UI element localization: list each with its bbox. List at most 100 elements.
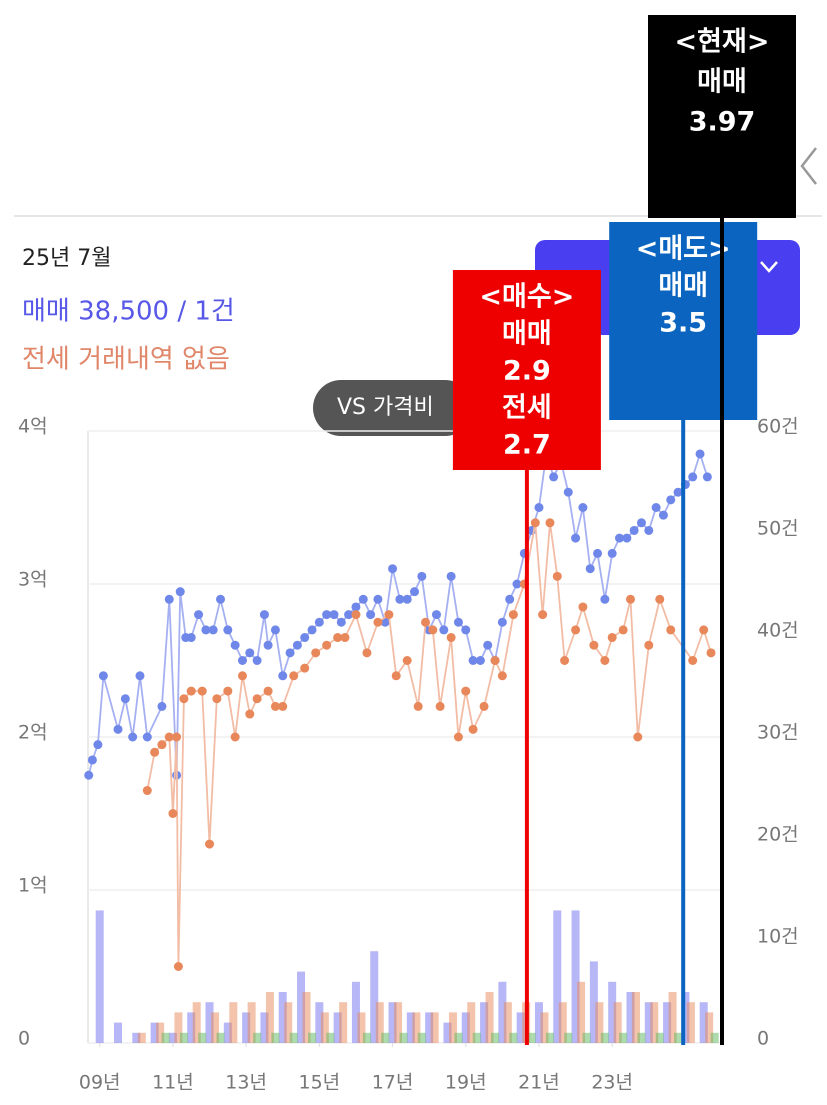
volume-bar <box>540 1012 549 1043</box>
price-point <box>534 503 544 512</box>
annotation-line: 2.7 <box>503 430 551 461</box>
volume-bar <box>161 1032 170 1043</box>
price-point <box>322 610 332 620</box>
annotation-line: 매매 <box>658 271 708 302</box>
volume-bar <box>339 1002 348 1043</box>
price-point <box>600 656 610 665</box>
volume-bar <box>681 992 690 1043</box>
price-point <box>475 656 485 665</box>
volume-bar <box>626 992 635 1043</box>
price-point <box>223 686 233 696</box>
price-point <box>245 709 255 719</box>
price-point <box>142 732 152 742</box>
price-point <box>453 617 463 627</box>
volume-bar <box>187 1012 196 1043</box>
price-point <box>278 671 288 681</box>
volume-bar <box>315 1002 324 1043</box>
price-point <box>593 548 603 558</box>
price-point <box>479 701 489 711</box>
annotation-line: 매매 <box>502 319 552 350</box>
price-point <box>589 640 599 650</box>
price-point <box>673 487 683 497</box>
price-point <box>351 610 361 620</box>
volume-bar <box>613 1002 622 1043</box>
price-point <box>446 571 456 581</box>
volume-bar <box>412 1012 421 1043</box>
price-point <box>164 732 174 742</box>
price-point <box>366 610 376 620</box>
price-point <box>600 594 610 604</box>
volume-bar <box>485 992 494 1043</box>
summary-sale: 매매 38,500 / 1건 <box>22 297 235 327</box>
volume-bar <box>699 1002 708 1043</box>
volume-bar <box>454 1032 463 1043</box>
volume-bar <box>430 1012 439 1043</box>
price-point <box>413 701 423 711</box>
back-chevron[interactable] <box>800 147 817 185</box>
price-point <box>84 770 94 780</box>
price-point <box>431 610 441 620</box>
price-point <box>666 495 676 505</box>
price-point <box>201 625 211 635</box>
price-point <box>245 648 255 658</box>
price-point <box>252 656 262 665</box>
price-point <box>208 625 218 635</box>
volume-bar <box>308 1032 317 1043</box>
price-point <box>706 648 716 658</box>
volume-bar <box>582 1032 591 1043</box>
x-tick-label: 15년 <box>299 1072 341 1094</box>
price-point <box>446 633 456 643</box>
price-point <box>560 656 570 665</box>
volume-bar <box>388 1002 397 1043</box>
price-point <box>607 548 617 558</box>
volume-bar <box>448 1012 457 1043</box>
price-point <box>223 625 233 635</box>
volume-bar <box>480 1002 489 1043</box>
price-point <box>237 656 247 665</box>
price-point <box>252 694 262 704</box>
price-point <box>607 633 617 643</box>
price-point <box>625 594 635 604</box>
annotation-box <box>452 270 601 470</box>
price-point <box>571 533 581 543</box>
vs-button[interactable] <box>313 380 473 436</box>
volume-bar <box>472 1032 481 1043</box>
volume-bar <box>443 1022 452 1043</box>
price-point <box>538 610 548 620</box>
price-point <box>358 594 368 604</box>
volume-bar <box>205 1002 214 1043</box>
price-point <box>688 472 698 482</box>
volume-bar <box>710 1032 719 1043</box>
volume-bar <box>637 1032 646 1043</box>
annotation-label: <매도> <box>636 234 731 265</box>
price-point <box>483 640 493 650</box>
price-point <box>428 625 438 635</box>
price-point <box>402 656 412 665</box>
price-point <box>270 625 280 635</box>
x-tick-label: 13년 <box>225 1072 267 1094</box>
price-point <box>402 594 412 604</box>
volume-bar <box>589 961 598 1043</box>
volume-bar <box>216 1032 225 1043</box>
price-point <box>128 732 138 742</box>
volume-bar <box>95 910 104 1043</box>
volume-bar <box>211 1012 220 1043</box>
y-tick-label: 1억 <box>18 875 48 897</box>
volume-bar <box>571 910 580 1043</box>
volume-bar <box>229 1002 238 1043</box>
price-point <box>197 686 207 696</box>
price-point <box>585 564 595 574</box>
price-point <box>179 694 189 704</box>
price-point <box>651 503 661 512</box>
price-point <box>292 640 302 650</box>
price-point <box>702 472 712 482</box>
price-point <box>194 610 204 620</box>
volume-bar <box>278 992 287 1043</box>
volume-bar <box>516 1012 525 1043</box>
x-tick-label: 11년 <box>152 1072 194 1094</box>
volume-bar <box>545 1032 554 1043</box>
price-point <box>373 594 383 604</box>
price-point <box>212 694 222 704</box>
x-tick-label: 23년 <box>591 1072 633 1094</box>
volume-bar <box>503 1002 512 1043</box>
